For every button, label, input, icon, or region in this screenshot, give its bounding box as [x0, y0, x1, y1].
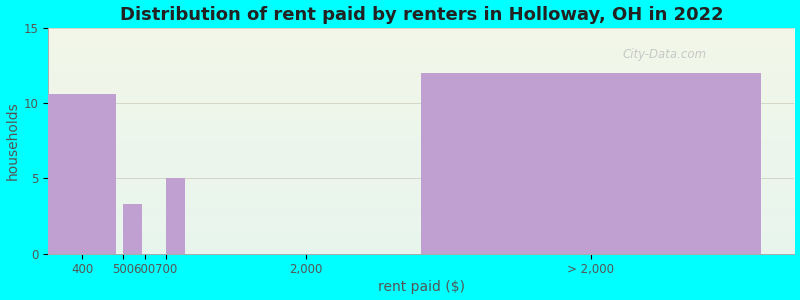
- Bar: [166, 178, 186, 254]
- Bar: [123, 204, 142, 254]
- Bar: [48, 94, 116, 254]
- X-axis label: rent paid ($): rent paid ($): [378, 280, 465, 294]
- Bar: [422, 73, 761, 254]
- Title: Distribution of rent paid by renters in Holloway, OH in 2022: Distribution of rent paid by renters in …: [119, 6, 723, 24]
- Text: City-Data.com: City-Data.com: [623, 49, 707, 62]
- Y-axis label: households: households: [6, 101, 19, 180]
